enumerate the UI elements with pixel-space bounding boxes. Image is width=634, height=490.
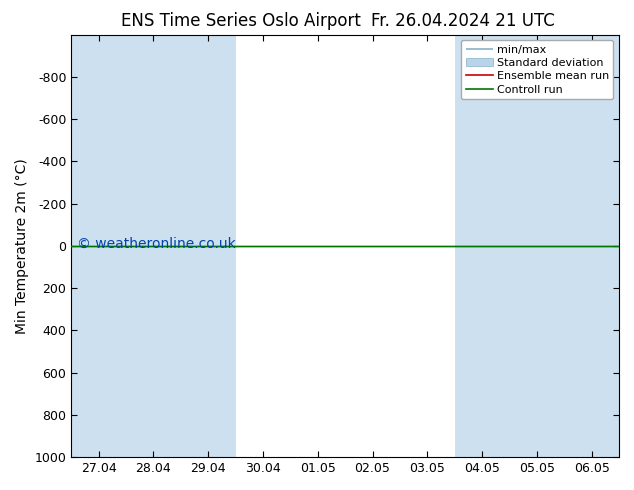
Bar	[181, 35, 236, 457]
Text: Fr. 26.04.2024 21 UTC: Fr. 26.04.2024 21 UTC	[371, 12, 555, 30]
Text: © weatheronline.co.uk: © weatheronline.co.uk	[77, 237, 235, 251]
Bar	[71, 35, 126, 457]
Bar	[564, 35, 619, 457]
Y-axis label: Min Temperature 2m (°C): Min Temperature 2m (°C)	[15, 158, 29, 334]
Bar	[510, 35, 564, 457]
Bar	[455, 35, 510, 457]
Bar	[564, 35, 619, 457]
Legend: min/max, Standard deviation, Ensemble mean run, Controll run: min/max, Standard deviation, Ensemble me…	[461, 40, 614, 99]
Bar	[126, 35, 181, 457]
Text: ENS Time Series Oslo Airport: ENS Time Series Oslo Airport	[121, 12, 361, 30]
